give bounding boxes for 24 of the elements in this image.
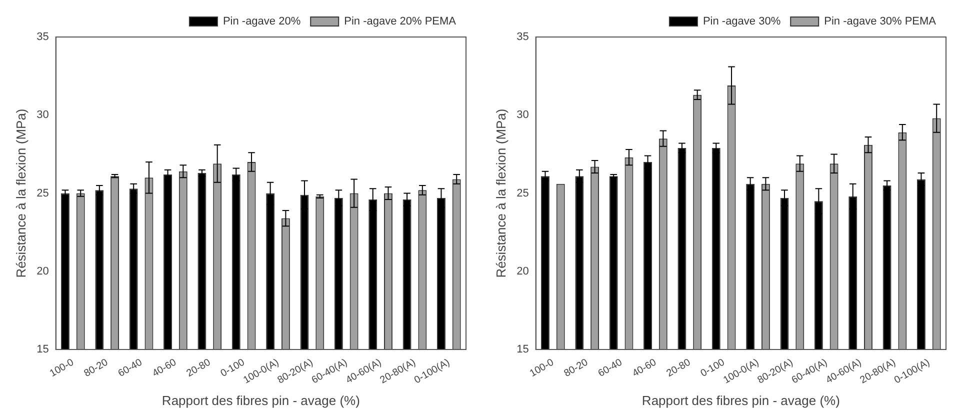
x-tick-label: 40-60 <box>150 356 179 380</box>
x-tick-label: 60-40 <box>116 356 145 380</box>
y-tick-label: 30 <box>516 109 529 122</box>
x-tick-label: 80-20 <box>82 356 110 380</box>
y-tick-label: 25 <box>36 187 49 200</box>
y-tick-label: 15 <box>516 344 529 356</box>
y-tick-label: 25 <box>516 187 529 200</box>
x-axis-title: Rapport des fibres pin - avage (%) <box>642 392 840 408</box>
x-tick-label: 80-20 <box>562 356 590 380</box>
y-tick-label: 30 <box>36 109 49 122</box>
x-tick-label: 40-60 <box>630 356 659 380</box>
y-tick-label: 35 <box>516 31 529 44</box>
x-tick-label: 60-40 <box>596 356 625 380</box>
legend-label: Pin -agave 30% PEMA <box>824 16 937 28</box>
y-tick-label: 20 <box>516 265 529 278</box>
y-tick-label: 20 <box>36 265 49 278</box>
y-tick-label: 35 <box>36 31 49 44</box>
x-axis-title: Rapport des fibres pin - avage (%) <box>162 392 360 408</box>
legend-label: Pin -agave 20% <box>222 16 301 28</box>
y-axis-title: Résistance à la flexion (MPa) <box>13 108 28 278</box>
legend-label: Pin -agave 20% PEMA <box>344 16 457 28</box>
y-axis-title: Résistance à la flexion (MPa) <box>493 108 508 278</box>
legend-label: Pin -agave 30% <box>702 16 781 28</box>
y-tick-label: 15 <box>36 344 49 356</box>
